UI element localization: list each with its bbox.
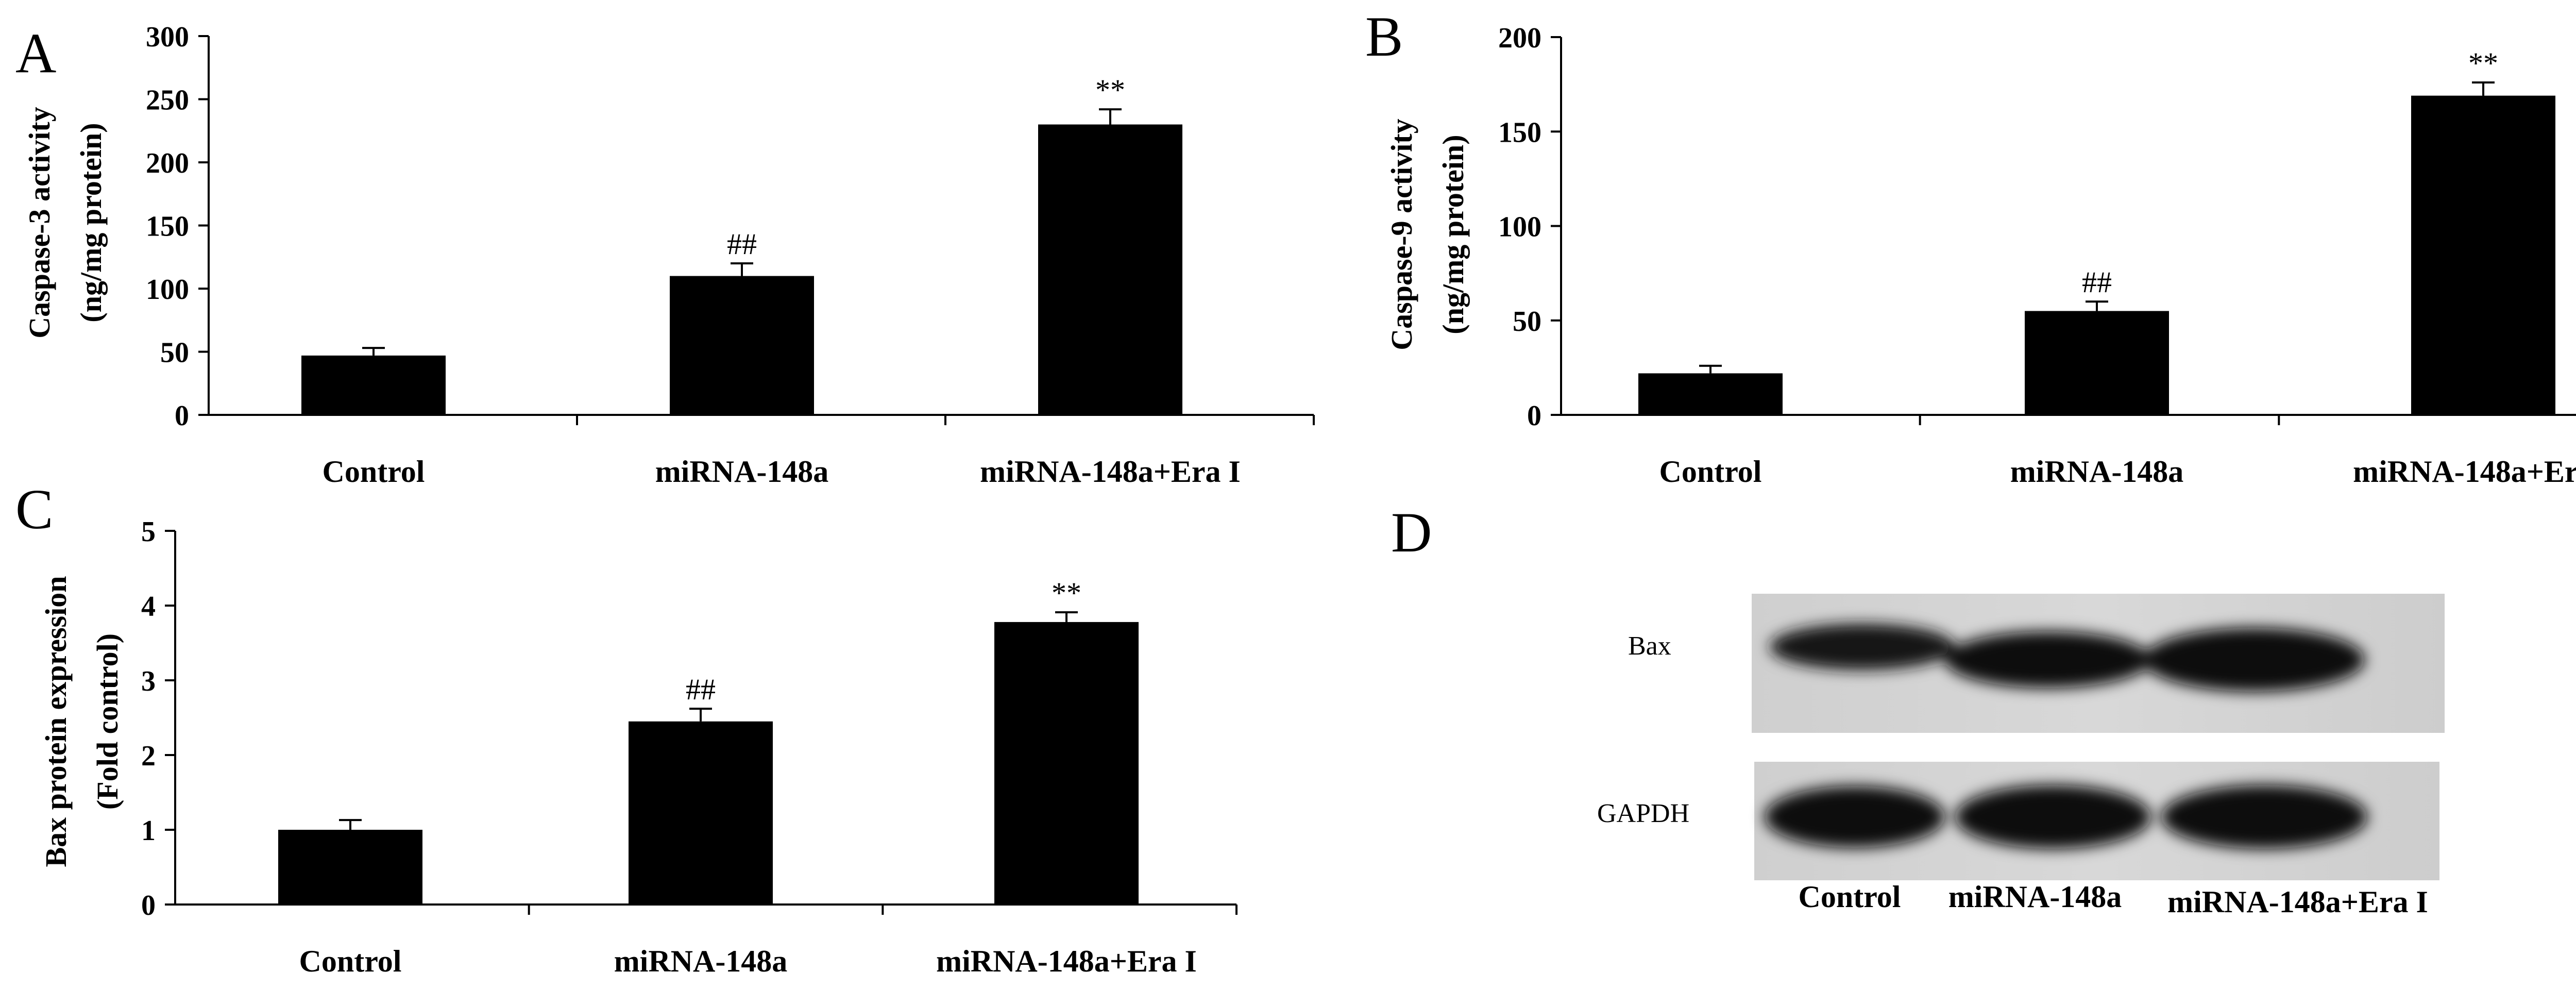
panel-b-category-label-mirna-148a: miRNA-148a [2010,455,2184,489]
panel-b-ytick-label-4: 200 [1498,22,1541,54]
panel-c-ylabel-line2: (Fold control) [91,633,124,810]
panel-c-bar-control [278,830,422,905]
panel-a-ylabel-line1: Caspase-3 activity [23,107,56,338]
panel-a-ytick-label-6: 300 [146,21,189,53]
panel-a-chart: A Caspase-3 activity (ng/mg protein) 0 50… [15,21,1315,489]
panel-a-ytick-label-4: 200 [146,147,189,179]
panel-a-plot: 0 50 100 150 200 250 300 Control ## miRNA-148a ** m… [146,21,1315,489]
panel-a-ytick-label-3: 150 [146,211,189,243]
panel-a-bar-control [301,355,446,415]
panel-b-chart: B Caspase-9 activity (ng/mg protein) 0 50… [1365,5,2576,489]
panel-c-significance-mirna-148a: ## [686,673,716,706]
panel-c-ytick-label-5: 5 [141,516,156,548]
panel-a-ytick-label-1: 50 [160,337,189,369]
blot-row-label-bax: Bax [1628,631,1671,661]
panel-a-ylabel: Caspase-3 activity (ng/mg protein) [23,107,108,338]
panel-b-ytick-label-3: 150 [1498,116,1541,148]
panel-c-significance-mirna-148a-era-i: ** [1052,576,1081,610]
panel-c-bar-mirna-148a-era-i [994,622,1139,905]
panel-c-letter: C [15,478,53,541]
panel-c-chart: C Bax protein expression (Fold control) … [15,478,1238,978]
blot-band-gapdh-mirna148a-era [2161,785,2367,849]
panel-a-category-label-mirna-148a: miRNA-148a [655,455,829,489]
panel-a-ytick-label-2: 100 [146,274,189,306]
blot-strip-bax [1752,594,2445,733]
panel-a-ylabel-line2: (ng/mg protein) [74,123,108,322]
blot-band-bax-control [1770,624,1955,670]
panel-a-letter: A [15,22,56,85]
blot-strip-gapdh [1754,762,2439,880]
panel-c-ytick-label-3: 3 [141,665,156,697]
panel-c-category-label-mirna-148a-era-i: miRNA-148a+Era I [936,944,1197,978]
blot-band-bax-mirna148a-era [2143,628,2365,692]
panel-c-ytick-label-4: 4 [141,591,156,623]
panel-a-ytick-label-0: 0 [175,400,189,432]
panel-b-ytick-label-0: 0 [1527,400,1541,432]
panel-b-ylabel-line2: (ng/mg protein) [1436,135,1470,334]
panel-c-category-label-control: Control [299,944,402,978]
panel-b-plot: 0 50 100 150 200 Control ## miRNA-148a ** miRNA-1… [1498,22,2576,489]
blot-lane-label-mirna148a-era: miRNA-148a+Era I [2167,885,2428,919]
panel-a-ytick-label-5: 250 [146,85,189,116]
panel-c-category-label-mirna-148a: miRNA-148a [614,944,788,978]
panel-b-ytick-label-2: 100 [1498,211,1541,243]
panel-b-category-label-mirna-148a-era-i: miRNA-148a+Era I [2353,455,2576,489]
panel-c-ytick-label-0: 0 [141,890,156,922]
blot-band-bax-mirna148a [1945,631,2151,688]
panel-b-ylabel: Caspase-9 activity (ng/mg protein) [1385,119,1470,350]
panel-b-significance-mirna-148a-era-i: ** [2468,46,2498,80]
panel-b-bar-control [1638,373,1783,415]
panel-b-category-label-control: Control [1659,455,1762,489]
panel-a-bar-mirna-148a-era-i [1038,124,1182,415]
panel-c-ytick-label-1: 1 [141,815,156,847]
blot-lane-label-control: Control [1799,880,1901,914]
blot-band-gapdh-control [1765,786,1945,848]
blot-band-gapdh-mirna148a [1955,785,2151,849]
panel-c-plot: 0 1 2 3 4 5 Control ## miRNA-148a ** miRNA-148a+Er… [141,516,1238,978]
panel-b-significance-mirna-148a: ## [2082,265,2112,299]
panel-b-bar-mirna-148a [2025,311,2169,415]
panel-c-bar-mirna-148a [629,721,773,905]
panel-b-ytick-label-1: 50 [1513,306,1541,338]
panel-d-western-blot: D Bax GAPDH Control miRNA-148a miRNA-148… [1391,501,2445,919]
panel-a-significance-mirna-148a: ## [727,227,757,261]
panel-c-ytick-label-2: 2 [141,740,156,772]
panel-a-category-label-mirna-148a-era-i: miRNA-148a+Era I [980,455,1241,489]
panel-a-category-label-control: Control [323,455,425,489]
panel-b-ylabel-line1: Caspase-9 activity [1385,119,1418,350]
panel-c-ylabel-line1: Bax protein expression [39,576,73,867]
panel-a-bar-mirna-148a [670,276,814,415]
panel-a-significance-mirna-148a-era-i: ** [1095,73,1125,107]
panel-b-letter: B [1365,5,1403,68]
blot-lane-label-mirna148a: miRNA-148a [1948,880,2122,914]
panel-d-letter: D [1391,501,1432,564]
panel-b-bar-mirna-148a-era-i [2411,95,2555,415]
panel-c-ylabel: Bax protein expression (Fold control) [39,576,124,867]
blot-row-label-gapdh: GAPDH [1597,799,1689,828]
